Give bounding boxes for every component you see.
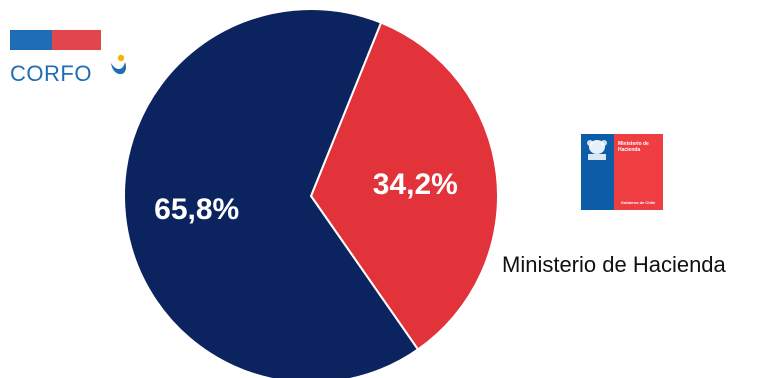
corfo-logo: CORFO: [10, 30, 126, 90]
pie-slice-label: 65,8%: [154, 193, 239, 226]
ministerio-logo-red-panel: [614, 134, 663, 210]
ministerio-caption: Ministerio de Hacienda: [502, 252, 726, 277]
corfo-person-head: [117, 54, 125, 62]
chile-coat-of-arms-icon: [587, 140, 607, 160]
corfo-bar-red: [52, 30, 101, 50]
ministerio-logo-bottom-text: Gobierno de Chile: [620, 200, 656, 205]
ministerio-hacienda-logo: Ministerio de Hacienda Gobierno de Chile: [581, 134, 663, 210]
ministerio-logo-top-text: Ministerio de Hacienda: [618, 141, 649, 153]
pie-slice-navy: [123, 8, 420, 378]
pie-slice-label: 34,2%: [373, 168, 458, 201]
corfo-person-body: [111, 62, 126, 75]
pie-labels: 34,2% 65,8%: [154, 168, 458, 226]
pie-slices: [123, 8, 499, 378]
ministerio-logo-blue-panel: [581, 134, 614, 210]
corfo-person-icon: [111, 54, 126, 75]
pie-slice-red: [309, 21, 499, 351]
corfo-bar-blue: [10, 30, 52, 50]
corfo-wordmark: CORFO: [10, 61, 92, 86]
